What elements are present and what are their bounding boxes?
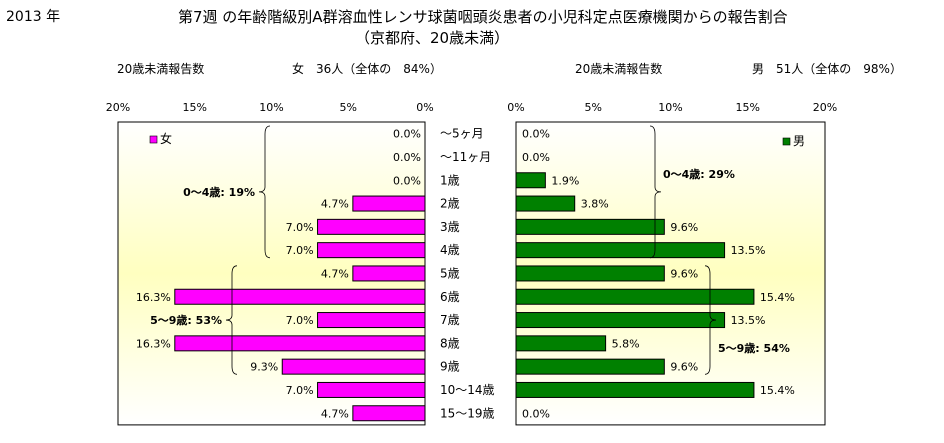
male-bar bbox=[515, 242, 726, 259]
male-legend-label: 男 bbox=[793, 134, 805, 148]
male-bar bbox=[515, 195, 576, 212]
male-bar bbox=[515, 335, 607, 352]
male-bar bbox=[515, 265, 665, 282]
female-data-label: 0.0% bbox=[393, 128, 421, 141]
female-group-label: 0～4歳: 19% bbox=[183, 185, 255, 199]
category-label: 10～14歳 bbox=[440, 383, 495, 397]
female-bar bbox=[352, 195, 426, 212]
male-data-label: 13.5% bbox=[731, 314, 766, 327]
male-bar bbox=[515, 172, 546, 189]
male-data-label: 0.0% bbox=[522, 128, 550, 141]
male-data-label: 15.4% bbox=[760, 291, 795, 304]
female-data-label: 7.0% bbox=[286, 244, 314, 257]
female-count-label: 20歳未満報告数 bbox=[117, 62, 205, 76]
male-x-tick: 15% bbox=[736, 101, 760, 114]
male-x-tick: 0% bbox=[507, 101, 524, 114]
female-data-label: 7.0% bbox=[286, 221, 314, 234]
female-legend-label: 女 bbox=[160, 131, 172, 146]
category-label: 15～19歳 bbox=[440, 406, 495, 420]
category-label: 3歳 bbox=[440, 220, 460, 234]
male-bar bbox=[515, 288, 755, 305]
male-data-label: 9.6% bbox=[670, 221, 698, 234]
female-x-tick: 15% bbox=[183, 101, 207, 114]
male-bar bbox=[515, 381, 755, 398]
female-data-label: 4.7% bbox=[321, 267, 349, 280]
female-group-brace bbox=[258, 125, 271, 259]
female-data-label: 4.7% bbox=[321, 198, 349, 211]
male-data-label: 5.8% bbox=[612, 337, 640, 350]
male-data-label: 13.5% bbox=[731, 244, 766, 257]
category-label: 1歳 bbox=[440, 173, 460, 187]
male-data-label: 9.6% bbox=[670, 361, 698, 374]
male-data-label: 0.0% bbox=[522, 407, 550, 420]
female-bar bbox=[317, 242, 426, 259]
category-label: 8歳 bbox=[440, 336, 460, 350]
female-bar bbox=[317, 381, 426, 398]
category-label: 9歳 bbox=[440, 360, 460, 374]
female-group-brace bbox=[225, 265, 238, 375]
male-data-label: 0.0% bbox=[522, 151, 550, 164]
female-x-tick: 20% bbox=[106, 101, 130, 114]
male-bar bbox=[515, 218, 665, 235]
female-data-label: 16.3% bbox=[136, 291, 171, 304]
category-label: 6歳 bbox=[440, 290, 460, 304]
female-data-label: 7.0% bbox=[286, 384, 314, 397]
category-label: 4歳 bbox=[440, 243, 460, 257]
category-label: 5歳 bbox=[440, 266, 460, 280]
female-data-label: 16.3% bbox=[136, 337, 171, 350]
chart-subtitle: （京都府、20歳未満） bbox=[355, 29, 510, 47]
male-x-tick: 5% bbox=[585, 101, 602, 114]
female-data-label: 7.0% bbox=[286, 314, 314, 327]
female-x-tick: 5% bbox=[340, 101, 357, 114]
female-count-text: 女 36人（全体の 84%） bbox=[292, 62, 442, 76]
male-data-label: 1.9% bbox=[551, 174, 579, 187]
female-legend-swatch bbox=[149, 135, 158, 144]
female-bar bbox=[317, 312, 426, 329]
female-data-label: 4.7% bbox=[321, 407, 349, 420]
female-bar bbox=[317, 218, 426, 235]
female-bar bbox=[281, 358, 426, 375]
male-legend-swatch bbox=[782, 137, 791, 146]
male-data-label: 15.4% bbox=[760, 384, 795, 397]
male-group-label: 0～4歳: 29% bbox=[663, 167, 735, 181]
female-x-tick: 10% bbox=[259, 101, 283, 114]
chart-title: 第7週 の年齢階級別A群溶血性レンサ球菌咽頭炎患者の小児科定点医療機関からの報告… bbox=[178, 8, 788, 26]
female-bar bbox=[174, 335, 426, 352]
male-bar bbox=[515, 312, 726, 329]
male-data-label: 9.6% bbox=[670, 267, 698, 280]
male-data-label: 3.8% bbox=[581, 198, 609, 211]
category-label: 7歳 bbox=[440, 313, 460, 327]
female-bar bbox=[352, 405, 426, 422]
category-label: ～5ヶ月 bbox=[440, 127, 484, 141]
female-data-label: 0.0% bbox=[393, 174, 421, 187]
female-bar bbox=[174, 288, 426, 305]
male-x-tick: 20% bbox=[813, 101, 837, 114]
male-group-label: 5～9歳: 54% bbox=[718, 341, 790, 355]
female-data-label: 9.3% bbox=[250, 361, 278, 374]
female-bar bbox=[352, 265, 426, 282]
male-x-tick: 10% bbox=[658, 101, 682, 114]
category-label: 2歳 bbox=[440, 197, 460, 211]
year-label: 2013 年 bbox=[6, 9, 61, 25]
female-x-tick: 0% bbox=[416, 101, 433, 114]
male-count-label: 20歳未満報告数 bbox=[575, 62, 663, 76]
female-data-label: 0.0% bbox=[393, 151, 421, 164]
male-group-brace bbox=[649, 125, 662, 259]
male-group-brace bbox=[704, 265, 717, 375]
male-bar bbox=[515, 358, 665, 375]
female-group-label: 5～9歳: 53% bbox=[150, 313, 222, 327]
male-count-text: 男 51人（全体の 98%） bbox=[752, 62, 902, 76]
category-label: ～11ヶ月 bbox=[440, 150, 491, 164]
